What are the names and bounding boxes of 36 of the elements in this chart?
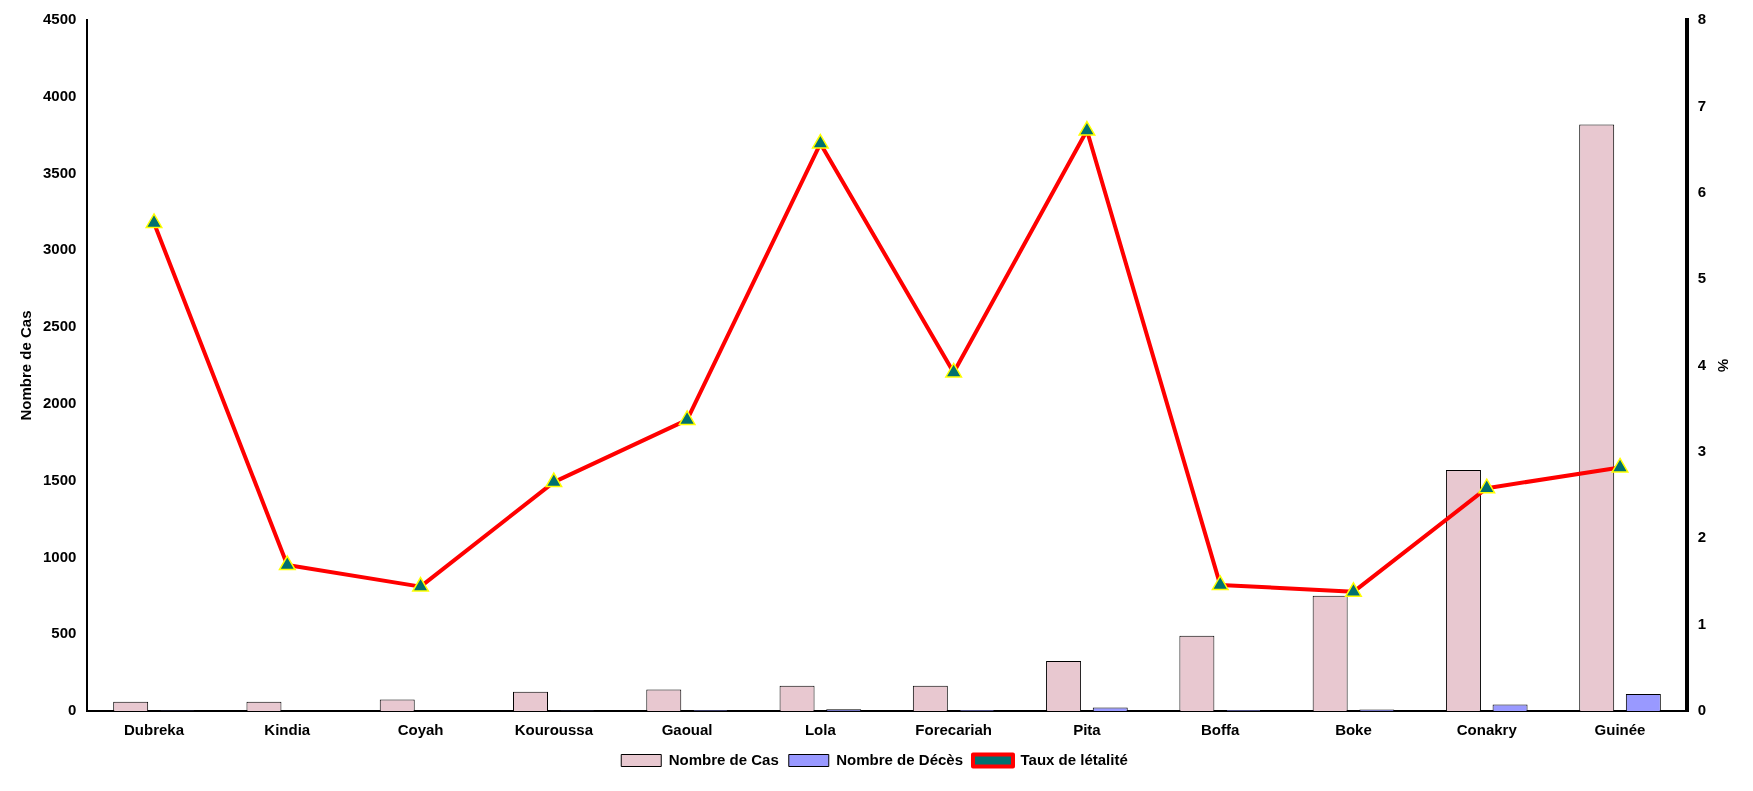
y-tick-label: 2000 [42,394,77,412]
x-tick-label: Boffa [1201,721,1241,739]
x-tick-label: Guinée [1594,721,1646,739]
x-tick-label: Pita [1073,721,1102,739]
y2-axis-title: % [1714,358,1732,373]
legend-label: Taux de létalité [1020,750,1128,768]
y2-tick-label: 0 [1697,701,1706,719]
y-tick-label: 1000 [42,547,77,565]
y-tick-label: 2500 [42,317,77,335]
x-tick-label: Kouroussa [514,721,594,739]
y2-tick-label: 7 [1697,96,1706,114]
y-tick-label: 1500 [42,470,77,488]
y-tick-label: 3000 [42,240,77,258]
y2-tick-label: 5 [1697,269,1706,287]
y-tick-label: 4500 [42,10,77,28]
x-tick-label: Coyah [397,721,444,739]
y2-tick-label: 2 [1697,528,1706,546]
y-tick-label: 3500 [42,163,77,181]
y-tick-label: 0 [68,701,77,719]
y-tick-label: 500 [51,624,77,642]
x-tick-label: Kindia [264,721,311,739]
y2-tick-label: 1 [1697,614,1706,632]
x-tick-label: Gaoual [661,721,713,739]
y-tick-label: 4000 [42,86,77,104]
y2-tick-label: 4 [1697,355,1707,373]
legend-label: Nombre de Cas [668,750,779,768]
y2-tick-label: 6 [1697,182,1706,200]
x-tick-label: Dubreka [123,721,185,739]
y2-tick-label: 3 [1697,442,1706,460]
y-axis-title: Nombre de Cas [17,310,35,421]
x-tick-label: Boke [1335,721,1372,739]
x-tick-label: Conakry [1456,721,1518,739]
x-tick-label: Lola [804,721,837,739]
x-tick-label: Forecariah [915,721,992,739]
legend-label: Nombre de Décès [836,750,963,768]
y2-tick-label: 8 [1697,10,1706,28]
